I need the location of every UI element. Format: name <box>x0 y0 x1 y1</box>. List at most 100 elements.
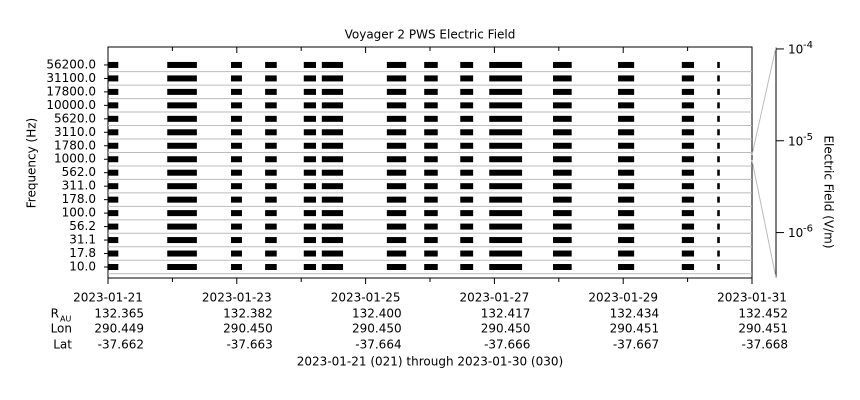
data-burst <box>265 75 277 82</box>
data-burst <box>167 183 197 190</box>
data-burst <box>681 169 695 176</box>
data-burst <box>108 196 119 203</box>
data-burst <box>717 142 720 149</box>
data-burst <box>618 196 635 203</box>
data-burst <box>231 237 242 244</box>
data-burst <box>231 75 242 82</box>
y-tick-label: 5620.0 <box>54 111 96 125</box>
data-burst <box>460 129 474 136</box>
data-burst <box>460 115 474 122</box>
data-burst <box>424 88 438 95</box>
data-burst <box>167 75 197 82</box>
plot-frame <box>107 46 753 279</box>
data-burst <box>553 264 572 270</box>
ephemeris-value: -37.662 <box>98 338 144 352</box>
data-burst <box>303 183 317 190</box>
data-burst <box>303 115 317 122</box>
data-burst <box>231 115 242 122</box>
data-burst <box>108 156 119 163</box>
y-tick-label: 1000.0 <box>54 152 96 166</box>
data-burst <box>424 183 438 190</box>
data-burst <box>424 196 438 203</box>
data-burst <box>231 129 242 136</box>
data-burst <box>553 102 572 109</box>
y-tick-label: 10000.0 <box>46 98 96 112</box>
data-burst <box>460 156 474 163</box>
y-tick-label: 31.1 <box>69 233 96 247</box>
data-burst <box>303 75 317 82</box>
data-burst <box>265 142 277 149</box>
data-burst <box>489 156 523 163</box>
data-burst <box>303 264 317 270</box>
data-burst <box>553 61 572 68</box>
data-burst <box>321 156 344 163</box>
data-burst <box>553 115 572 122</box>
data-burst <box>167 102 197 109</box>
data-burst <box>265 264 277 270</box>
data-burst <box>231 223 242 230</box>
data-burst <box>108 142 119 149</box>
data-burst <box>424 264 438 270</box>
data-burst <box>265 115 277 122</box>
data-burst <box>108 75 119 82</box>
y-tick-label: 178.0 <box>62 192 96 206</box>
data-burst <box>167 223 197 230</box>
data-burst <box>303 142 317 149</box>
data-burst <box>265 61 277 68</box>
data-burst <box>303 237 317 244</box>
data-burst <box>424 102 438 109</box>
data-burst <box>553 142 572 149</box>
y2-tick-exponent: -4 <box>803 40 813 51</box>
data-burst <box>386 264 407 270</box>
data-burst <box>717 183 720 190</box>
data-burst <box>553 129 572 136</box>
data-burst <box>321 250 344 257</box>
data-burst <box>167 115 197 122</box>
data-burst <box>231 183 242 190</box>
data-burst <box>717 250 720 257</box>
ephemeris-value: -37.667 <box>613 338 659 352</box>
y-tick-label: 1780.0 <box>54 138 96 152</box>
chart-title: Voyager 2 PWS Electric Field <box>345 28 516 42</box>
data-burst <box>553 75 572 82</box>
y2-tick-exponent: -5 <box>803 132 813 143</box>
data-burst <box>681 237 695 244</box>
data-burst <box>489 61 523 68</box>
data-burst <box>265 237 277 244</box>
data-burst <box>167 142 197 149</box>
data-burst <box>167 196 197 203</box>
data-burst <box>681 196 695 203</box>
data-burst <box>265 223 277 230</box>
data-burst <box>303 88 317 95</box>
data-burst <box>553 156 572 163</box>
data-burst <box>265 183 277 190</box>
ephemeris-name: R <box>51 307 59 321</box>
x-tick-label: 2023-01-21 <box>73 291 143 305</box>
x-tick-label: 2023-01-29 <box>588 291 658 305</box>
data-burst <box>618 210 635 217</box>
data-burst <box>618 115 635 122</box>
data-burst <box>321 75 344 82</box>
y-tick-label: 17.8 <box>69 246 96 260</box>
ephemeris-value: -37.664 <box>355 338 401 352</box>
data-burst <box>424 156 438 163</box>
data-burst <box>681 210 695 217</box>
ephemeris-value: 132.400 <box>352 307 402 321</box>
data-burst <box>460 210 474 217</box>
data-burst <box>618 142 635 149</box>
data-burst <box>386 75 407 82</box>
data-burst <box>231 102 242 109</box>
data-burst <box>231 169 242 176</box>
data-burst <box>386 115 407 122</box>
data-burst <box>618 169 635 176</box>
data-burst <box>167 264 197 270</box>
data-burst <box>231 264 242 270</box>
data-burst <box>681 223 695 230</box>
ephemeris-name: Lon <box>51 322 72 336</box>
data-burst <box>303 196 317 203</box>
connector <box>751 46 777 156</box>
data-burst <box>231 142 242 149</box>
data-burst <box>717 129 720 136</box>
data-burst <box>321 61 344 68</box>
data-burst <box>424 210 438 217</box>
